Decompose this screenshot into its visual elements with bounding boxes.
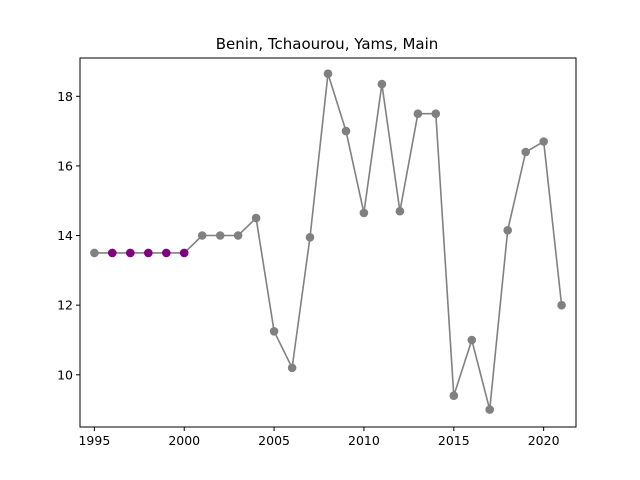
highlighted-data-point	[108, 248, 117, 258]
data-point	[485, 405, 495, 414]
data-point	[269, 327, 279, 336]
data-point	[449, 391, 459, 401]
data-point	[521, 147, 530, 157]
data-point	[90, 248, 99, 258]
x-tick-label: 2020	[528, 433, 560, 448]
data-points	[90, 69, 566, 414]
data-point	[323, 69, 333, 78]
data-point	[341, 126, 351, 136]
data-point	[251, 213, 261, 223]
x-tick-label: 2005	[258, 433, 290, 448]
data-point	[431, 109, 441, 118]
y-axis: 10 12 14 16 18	[57, 89, 80, 382]
data-point	[413, 109, 423, 118]
chart-title: Benin, Tchaourou, Yams, Main	[216, 35, 439, 53]
data-point	[215, 231, 225, 240]
x-tick-label: 2010	[348, 433, 380, 448]
highlighted-data-point	[162, 248, 171, 258]
data-point	[305, 233, 315, 242]
x-tick-label: 1995	[78, 433, 110, 448]
y-tick-label: 12	[57, 298, 73, 313]
data-point	[503, 226, 512, 235]
y-tick-label: 14	[57, 228, 73, 243]
highlighted-data-point	[179, 248, 189, 258]
y-tick-label: 16	[57, 158, 73, 173]
x-tick-label: 2000	[168, 433, 200, 448]
plot-frame	[79, 57, 577, 428]
highlighted-data-point	[126, 248, 135, 258]
data-point	[539, 137, 548, 146]
data-point	[233, 231, 243, 240]
data-point	[467, 335, 477, 345]
data-point	[395, 206, 405, 216]
data-point	[377, 79, 387, 89]
data-point	[197, 231, 207, 240]
y-tick-label: 18	[57, 89, 73, 104]
series-line	[94, 73, 563, 410]
data-point	[557, 300, 566, 310]
x-tick-label: 2015	[438, 433, 470, 448]
data-point	[359, 208, 369, 218]
x-axis: 1995 2000 2005 2010 2015 2020	[78, 427, 560, 448]
highlighted-data-point	[144, 248, 153, 258]
y-tick-label: 10	[57, 367, 73, 382]
data-point	[287, 363, 297, 373]
